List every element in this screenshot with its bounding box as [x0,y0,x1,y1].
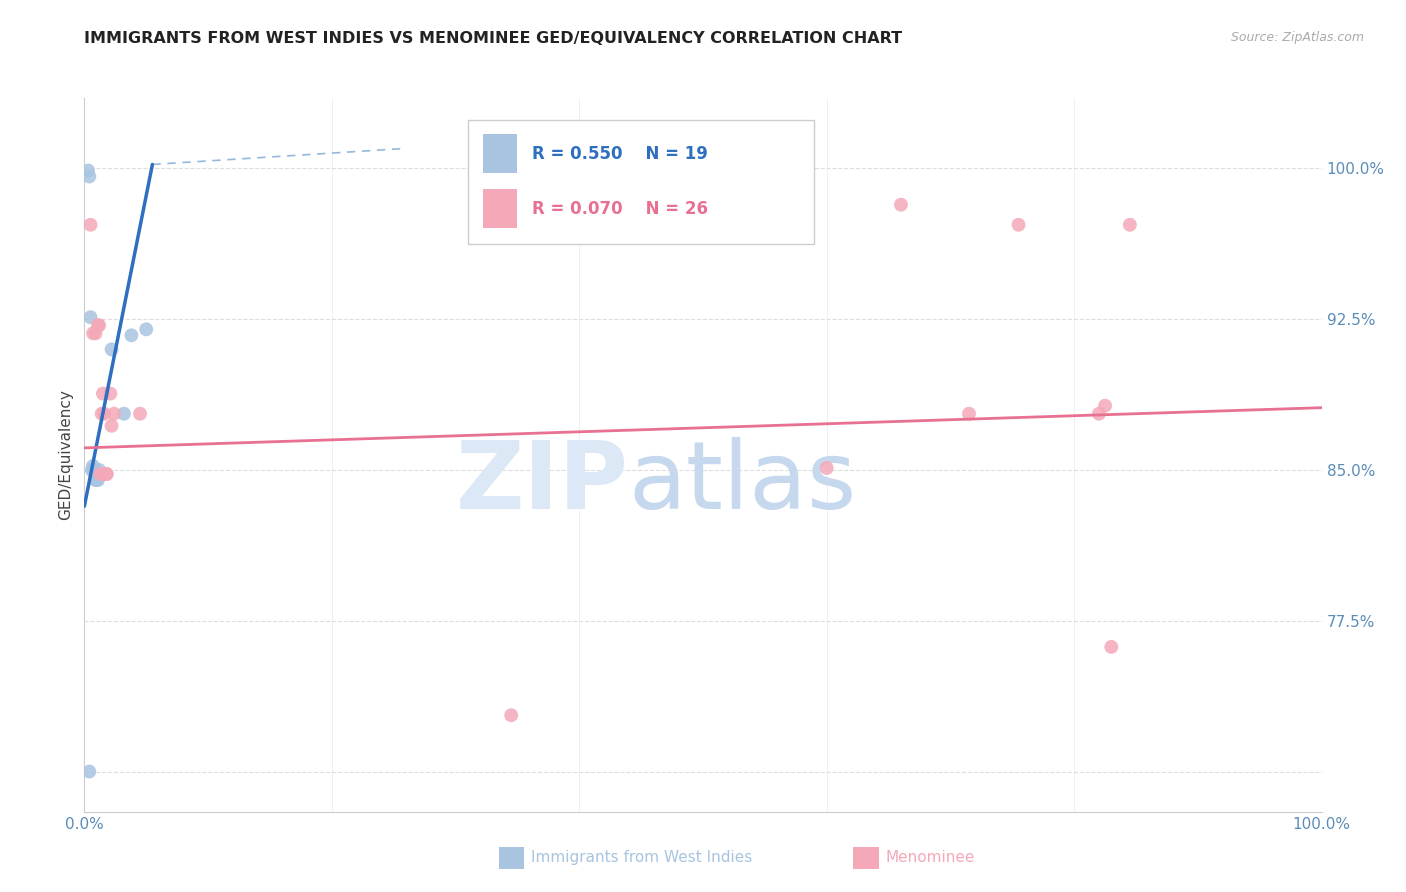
Point [90,407,112,421]
Text: R = 0.550    N = 19: R = 0.550 N = 19 [533,145,709,162]
Point [82,458,104,473]
Point [83,463,105,477]
Point [1007,218,1029,232]
Point [1094,399,1116,413]
Point [86,469,108,483]
Point [82,326,104,341]
Text: atlas: atlas [628,437,858,530]
Point [79,169,101,184]
Point [96,467,118,481]
Point [112,407,135,421]
Point [87,473,110,487]
FancyBboxPatch shape [482,189,517,228]
Point [91,386,114,401]
Point [135,322,157,336]
Point [100,418,122,433]
Point [84,469,107,483]
Point [96,467,118,481]
Point [79,764,101,779]
Point [86,473,108,487]
Point [815,461,838,475]
Point [890,197,912,211]
Text: Menominee: Menominee [886,850,976,864]
Point [84,326,107,341]
Point [84,473,107,487]
Point [89,463,111,477]
Y-axis label: GED/Equivalency: GED/Equivalency [58,390,73,520]
Point [89,318,111,333]
Point [87,469,110,483]
Point [89,469,111,483]
Point [100,343,122,357]
Point [98,386,121,401]
Text: ZIP: ZIP [456,437,628,530]
Point [91,467,114,481]
Point [1099,640,1122,654]
Text: R = 0.070    N = 26: R = 0.070 N = 26 [533,200,709,218]
Point [120,328,142,343]
Text: Source: ZipAtlas.com: Source: ZipAtlas.com [1230,31,1364,45]
Point [77,163,100,178]
FancyBboxPatch shape [482,134,517,173]
Point [93,407,115,421]
Point [957,407,980,421]
Text: IMMIGRANTS FROM WEST INDIES VS MENOMINEE GED/EQUIVALENCY CORRELATION CHART: IMMIGRANTS FROM WEST INDIES VS MENOMINEE… [84,31,903,46]
Point [80,463,103,477]
Point [1088,407,1111,421]
Point [1119,218,1142,232]
Point [89,467,111,481]
Point [79,218,101,232]
Point [785,218,807,232]
Text: Immigrants from West Indies: Immigrants from West Indies [531,850,752,864]
Point [79,310,101,325]
FancyBboxPatch shape [468,120,814,244]
Point [87,318,110,333]
Point [129,407,152,421]
Point [501,708,523,723]
Point [103,407,125,421]
